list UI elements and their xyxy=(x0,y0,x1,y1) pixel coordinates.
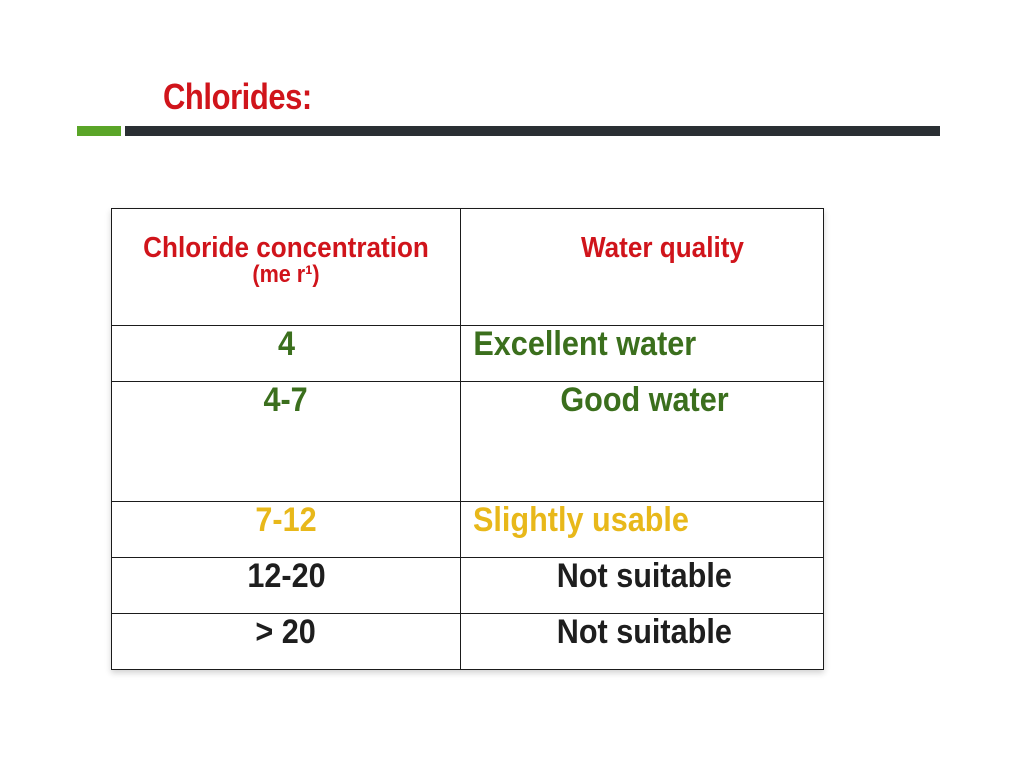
concentration-value: 4-7 xyxy=(263,381,309,419)
title-rule-accent xyxy=(77,126,121,136)
quality-value: Slightly usable xyxy=(472,501,689,539)
quality-cell: Not suitable xyxy=(460,613,824,670)
table-header-row: Chloride concentration (me r¹) Water qua… xyxy=(111,208,824,326)
concentration-cell: 7-12 xyxy=(111,501,461,558)
table-row: 7-12 Slightly usable xyxy=(111,501,824,558)
header-quality-label: Water quality xyxy=(581,232,744,264)
quality-value: Not suitable xyxy=(556,613,732,651)
quality-cell: Excellent water xyxy=(460,325,824,382)
quality-cell: Good water xyxy=(460,381,824,502)
header-concentration-label: Chloride concentration xyxy=(143,232,429,264)
table-row: 12-20 Not suitable xyxy=(111,557,824,614)
concentration-value: > 20 xyxy=(255,613,317,651)
title-rule xyxy=(125,126,940,136)
concentration-value: 7-12 xyxy=(255,501,317,539)
concentration-cell: 4 xyxy=(111,325,461,382)
quality-cell: Not suitable xyxy=(460,557,824,614)
quality-cell: Slightly usable xyxy=(460,501,824,558)
concentration-cell: > 20 xyxy=(111,613,461,670)
header-concentration: Chloride concentration (me r¹) xyxy=(111,208,461,326)
concentration-cell: 4-7 xyxy=(111,381,461,502)
table-row: 4 Excellent water xyxy=(111,325,824,382)
table-row: > 20 Not suitable xyxy=(111,613,824,670)
concentration-cell: 12-20 xyxy=(111,557,461,614)
quality-value: Excellent water xyxy=(473,325,697,363)
table-row: 4-7 Good water xyxy=(111,381,824,502)
concentration-value: 4 xyxy=(277,325,295,363)
slide-title: Chlorides: xyxy=(163,76,312,117)
concentration-value: 12-20 xyxy=(246,557,326,595)
header-quality: Water quality xyxy=(460,208,824,326)
quality-value: Not suitable xyxy=(556,557,732,595)
chloride-quality-table: Chloride concentration (me r¹) Water qua… xyxy=(111,208,824,670)
quality-value: Good water xyxy=(560,381,729,419)
header-concentration-unit: (me r¹) xyxy=(252,261,320,288)
